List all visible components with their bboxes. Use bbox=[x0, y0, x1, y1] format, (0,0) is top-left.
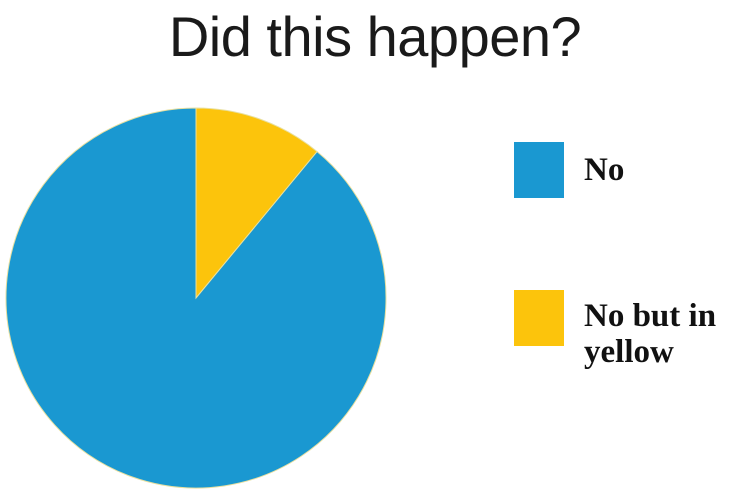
legend-swatch-no bbox=[514, 142, 564, 198]
legend-label-no: No bbox=[584, 152, 625, 188]
legend-item-no: No bbox=[514, 142, 744, 198]
legend-label-no-but-in-yellow: No but in yellow bbox=[584, 298, 717, 370]
pie-slice-no-but-in-yellow bbox=[195, 107, 318, 300]
pie-slices bbox=[5, 107, 387, 489]
pie-slice-no bbox=[5, 107, 387, 489]
legend-swatch-no-but-in-yellow bbox=[514, 290, 564, 346]
chart-title: Did this happen? bbox=[168, 5, 582, 68]
legend-item-no-but-in-yellow: No but in yellow bbox=[514, 290, 744, 370]
